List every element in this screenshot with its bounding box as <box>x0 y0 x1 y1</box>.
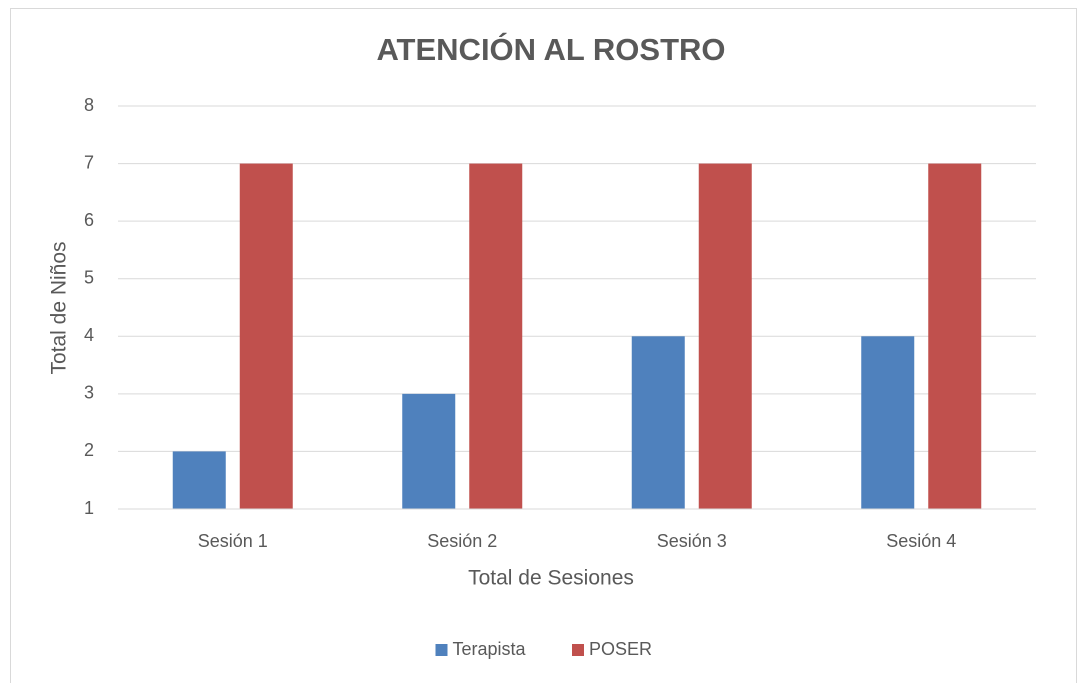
legend-swatch <box>435 644 448 656</box>
bar <box>239 163 293 510</box>
legend-label: Terapista <box>453 639 527 659</box>
y-tick-label: 5 <box>84 267 94 287</box>
y-tick-label: 2 <box>84 440 94 460</box>
bar <box>698 163 752 510</box>
x-axis-title: Total de Sesiones <box>468 567 634 590</box>
y-tick-label: 7 <box>84 152 94 172</box>
bar <box>402 393 456 509</box>
y-tick-label: 3 <box>84 383 94 403</box>
x-tick-label: Sesión 1 <box>198 531 268 551</box>
bar <box>631 336 685 509</box>
x-tick-label: Sesión 4 <box>886 531 956 551</box>
y-tick-label: 6 <box>84 210 94 230</box>
y-tick-label: 4 <box>84 325 94 345</box>
x-tick-label: Sesión 2 <box>427 531 497 551</box>
y-tick-label: 8 <box>84 95 94 115</box>
bar <box>928 163 982 510</box>
legend-swatch <box>572 644 584 656</box>
x-tick-label: Sesión 3 <box>657 531 727 551</box>
chart-title: ATENCIÓN AL ROSTRO <box>376 31 725 67</box>
y-tick-label: 1 <box>84 498 94 518</box>
bar <box>861 336 915 509</box>
y-axis-title: Total de Niños <box>48 241 71 374</box>
bar <box>172 451 226 509</box>
legend-label: POSER <box>589 639 652 659</box>
bar <box>469 163 523 510</box>
